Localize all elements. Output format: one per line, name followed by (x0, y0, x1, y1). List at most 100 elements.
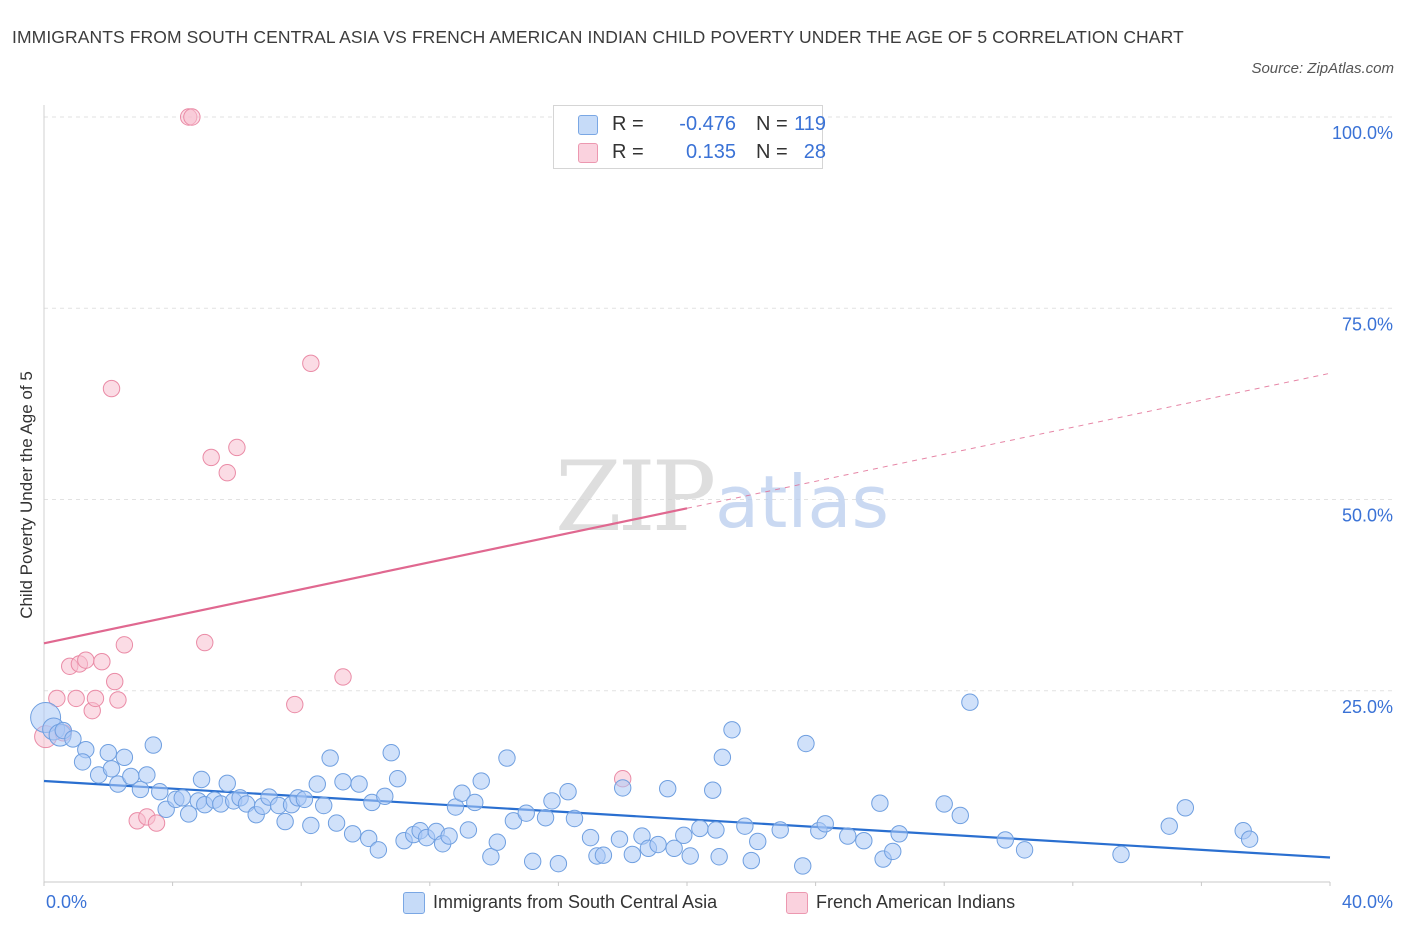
trend-line-french-american-indian (43, 372, 1331, 645)
point-south-central-asia (816, 815, 834, 833)
point-south-central-asia (736, 817, 754, 835)
correlation-legend: R = -0.476 N = 119 R = 0.135 N = 28 (553, 105, 826, 169)
point-south-central-asia (459, 821, 478, 839)
y-tick-label: 75.0% (1342, 314, 1393, 334)
point-south-central-asia (151, 783, 169, 801)
point-south-central-asia (218, 774, 236, 793)
legend-swatch-blue (578, 115, 598, 135)
legend-swatch-pink (578, 143, 598, 163)
point-south-central-asia (581, 828, 600, 847)
tick-labels: 25.0% 50.0% 75.0% 100.0% 0.0% 40.0% (46, 123, 1393, 912)
point-south-central-asia (64, 730, 82, 748)
point-south-central-asia (488, 833, 507, 851)
point-south-central-asia (543, 792, 561, 810)
n-value: 119 (794, 113, 826, 135)
point-south-central-asia (623, 845, 642, 864)
point-french-american-indian (202, 448, 220, 467)
point-south-central-asia (707, 821, 725, 839)
point-south-central-asia (115, 748, 134, 767)
watermark: ZIP atlas (555, 441, 889, 553)
point-south-central-asia (536, 809, 555, 827)
point-french-american-indian (286, 695, 304, 714)
point-south-central-asia (109, 775, 127, 793)
point-south-central-asia (382, 744, 400, 762)
point-south-central-asia (131, 780, 150, 799)
point-south-central-asia (350, 775, 368, 793)
point-french-american-indian (147, 814, 166, 832)
point-south-central-asia (675, 826, 693, 845)
point-french-american-indian (334, 668, 352, 686)
point-south-central-asia (1112, 845, 1130, 864)
point-south-central-asia (482, 848, 500, 866)
point-french-american-indian (48, 689, 66, 708)
point-french-american-indian (77, 651, 95, 669)
point-south-central-asia (295, 790, 314, 809)
point-south-central-asia (173, 789, 191, 807)
point-south-central-asia (1015, 841, 1034, 859)
point-south-central-asia (1240, 830, 1259, 848)
point-french-american-indian (228, 438, 246, 457)
point-south-central-asia (771, 821, 789, 839)
point-south-central-asia (723, 721, 741, 739)
point-south-central-asia (466, 793, 484, 812)
source-credit: Source: ZipAtlas.com (1251, 60, 1394, 77)
point-south-central-asia (523, 852, 542, 871)
point-south-central-asia (614, 779, 632, 797)
point-south-central-asia (665, 839, 683, 858)
point-south-central-asia (102, 760, 121, 778)
legend-label: French American Indians (816, 892, 1016, 912)
point-south-central-asia (839, 827, 857, 845)
point-south-central-asia (797, 734, 815, 753)
y-tick-label: 50.0% (1342, 506, 1393, 526)
point-south-central-asia (855, 831, 873, 850)
point-south-central-asia (935, 795, 953, 813)
point-south-central-asia (73, 753, 92, 771)
point-south-central-asia (308, 775, 326, 793)
point-south-central-asia (360, 829, 378, 848)
point-south-central-asia (794, 857, 812, 875)
point-south-central-asia (472, 772, 490, 790)
point-south-central-asia (276, 812, 294, 831)
point-french-american-indian (109, 691, 127, 709)
trend-line-solid (43, 507, 688, 645)
legend-swatch-pink (786, 892, 808, 914)
point-french-american-indian (102, 379, 121, 398)
point-south-central-asia (179, 805, 198, 823)
r-value: -0.476 (679, 113, 736, 135)
point-south-central-asia (315, 796, 333, 815)
chart-title: IMMIGRANTS FROM SOUTH CENTRAL ASIA VS FR… (12, 27, 1184, 47)
point-south-central-asia (1160, 817, 1178, 835)
point-south-central-asia (334, 773, 352, 791)
point-south-central-asia (1176, 799, 1195, 817)
x-tick-label-min: 0.0% (46, 892, 87, 912)
y-tick-label: 25.0% (1342, 697, 1393, 717)
point-south-central-asia (559, 783, 577, 801)
point-south-central-asia (871, 794, 889, 812)
point-south-central-asia (440, 827, 458, 845)
x-tick-label-max: 40.0% (1342, 892, 1393, 912)
point-south-central-asia (498, 749, 516, 767)
n-label: N = (756, 141, 788, 163)
point-south-central-asia (376, 787, 394, 806)
gridlines (44, 116, 1392, 692)
point-french-american-indian (183, 108, 201, 126)
point-french-american-indian (86, 689, 105, 708)
point-south-central-asia (890, 825, 908, 843)
point-south-central-asia (884, 842, 902, 861)
point-south-central-asia (138, 766, 156, 784)
point-south-central-asia (369, 841, 388, 859)
point-south-central-asia (610, 830, 629, 848)
point-south-central-asia (713, 748, 732, 767)
point-french-american-indian (106, 672, 124, 691)
legend-label: Immigrants from South Central Asia (433, 892, 718, 912)
point-south-central-asia (504, 812, 523, 830)
y-tick-label: 100.0% (1332, 123, 1393, 143)
point-south-central-asia (996, 831, 1014, 849)
point-south-central-asia (691, 819, 709, 838)
point-south-central-asia (517, 804, 535, 822)
point-south-central-asia (749, 832, 767, 851)
points-south-central-asia (30, 693, 1259, 875)
point-south-central-asia (302, 816, 320, 835)
r-value: 0.135 (685, 141, 736, 163)
